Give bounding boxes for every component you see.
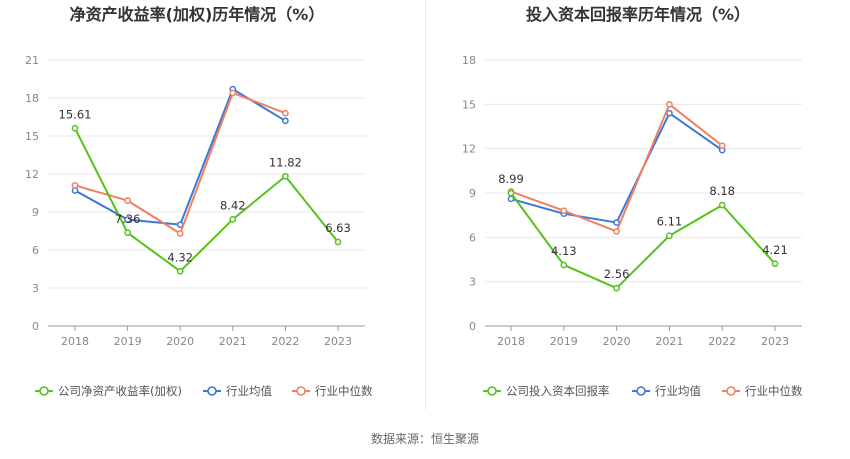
data-point-company	[560, 261, 568, 269]
data-point-industry_median	[71, 182, 79, 189]
data-point-industry_avg	[124, 216, 131, 223]
series-line-industry_avg	[74, 88, 286, 226]
x-tick-label: 2018	[497, 335, 525, 348]
y-tick-label: 9	[469, 187, 476, 200]
x-tick-label: 2020	[603, 335, 631, 348]
data-label: 8.99	[498, 172, 524, 186]
legend-label: 行业中位数	[745, 384, 803, 398]
data-point-company	[71, 124, 79, 132]
y-tick-label: 3	[32, 282, 39, 295]
y-tick-label: 18	[462, 54, 476, 67]
y-tick-label: 12	[462, 143, 476, 156]
chart-title: 净资产收益率(加权)历年情况（%）	[70, 5, 325, 24]
data-point-industry_median	[718, 142, 726, 150]
x-tick-label: 2022	[708, 335, 736, 348]
series-line-industry_avg	[510, 112, 723, 224]
series-line-company	[74, 127, 339, 273]
data-point-company	[176, 267, 184, 275]
y-tick-label: 18	[25, 92, 39, 105]
data-label: 2.56	[604, 267, 630, 281]
legend-item-industry_avg[interactable]: 行业均值	[203, 384, 272, 398]
chart-title: 投入资本回报率历年情况（%）	[526, 5, 750, 24]
x-tick-label: 2020	[166, 335, 194, 348]
y-tick-label: 0	[469, 320, 476, 333]
x-tick-label: 2019	[114, 335, 142, 348]
x-tick-label: 2023	[761, 335, 789, 348]
data-point-industry_avg	[613, 219, 620, 226]
x-tick-label: 2021	[655, 335, 683, 348]
legend-marker	[726, 386, 736, 396]
series-line-company	[510, 192, 776, 290]
y-tick-label: 3	[469, 276, 476, 289]
legend-label: 行业均值	[226, 384, 272, 398]
data-label: 8.42	[220, 198, 246, 212]
legend-label: 行业中位数	[315, 384, 373, 398]
data-point-industry_median	[176, 230, 184, 237]
data-label: 6.63	[325, 221, 351, 235]
y-tick-label: 12	[25, 168, 39, 181]
y-tick-label: 15	[25, 130, 39, 143]
data-point-industry_median	[282, 109, 289, 117]
data-point-company	[718, 201, 726, 209]
data-point-industry_median	[560, 207, 568, 215]
legend-marker	[296, 386, 306, 396]
data-label: 4.13	[551, 244, 577, 258]
data-point-industry_avg	[282, 117, 289, 125]
panel-divider	[425, 0, 426, 410]
data-point-industry_median	[124, 197, 131, 204]
legend-item-company[interactable]: 公司投入资本回报率	[483, 384, 610, 398]
data-point-company	[334, 238, 342, 246]
legend-item-industry_median[interactable]: 行业中位数	[722, 384, 803, 398]
legend-item-industry_avg[interactable]: 行业均值	[632, 384, 701, 398]
chart-panel-1: 净资产收益率(加权)历年情况（%） 0 3 6 9 12 15 18 21 2018 2019 202…	[25, 5, 373, 398]
data-label: 8.18	[709, 184, 735, 198]
y-tick-label: 21	[25, 54, 39, 67]
legend-label: 公司净资产收益率(加权)	[58, 384, 182, 398]
data-label: 11.82	[269, 155, 302, 169]
data-label: 7.36	[115, 212, 141, 226]
legend-marker	[636, 386, 646, 396]
x-tick-label: 2022	[271, 335, 299, 348]
y-tick-label: 9	[32, 206, 39, 219]
x-tick-label: 2018	[61, 335, 89, 348]
y-tick-label: 15	[462, 98, 476, 111]
data-point-company	[771, 260, 779, 268]
x-tick-label: 2021	[219, 335, 247, 348]
data-point-industry_median	[666, 100, 673, 108]
chart-panel-2: 投入资本回报率历年情况（%） 0 3 6 9 12 15 18 2018 2019 2020 2021…	[462, 5, 803, 398]
y-tick-label: 0	[32, 320, 39, 333]
data-label: 6.11	[657, 215, 683, 229]
legend-item-company[interactable]: 公司净资产收益率(加权)	[35, 384, 182, 398]
data-point-company	[229, 215, 237, 223]
x-tick-label: 2023	[324, 335, 352, 348]
data-label: 4.21	[762, 243, 788, 257]
y-tick-label: 6	[469, 231, 476, 244]
data-source-note: 数据来源：恒生聚源	[370, 432, 479, 446]
y-tick-label: 6	[32, 244, 39, 257]
data-point-company	[124, 229, 131, 237]
data-point-company	[507, 189, 515, 197]
legend-marker	[39, 386, 49, 396]
legend-label: 行业均值	[655, 384, 701, 398]
data-point-company	[666, 232, 673, 240]
data-point-industry_avg	[666, 109, 673, 117]
data-label: 15.61	[59, 107, 92, 121]
data-point-industry_median	[613, 228, 620, 235]
series-line-industry_median	[510, 103, 723, 233]
x-tick-label: 2019	[550, 335, 578, 348]
legend-marker	[207, 386, 217, 396]
legend-item-industry_median[interactable]: 行业中位数	[292, 384, 373, 398]
legend-marker	[487, 386, 497, 396]
data-label: 4.32	[167, 250, 193, 264]
data-point-company	[282, 172, 289, 180]
data-point-industry_median	[229, 89, 237, 97]
data-point-company	[613, 284, 620, 292]
legend-label: 公司投入资本回报率	[506, 384, 610, 398]
